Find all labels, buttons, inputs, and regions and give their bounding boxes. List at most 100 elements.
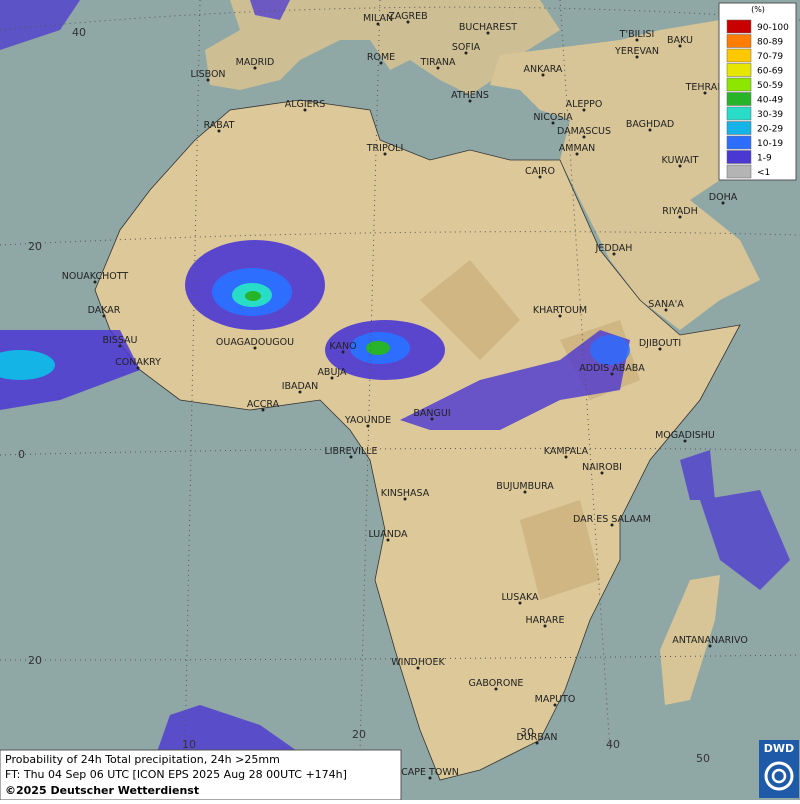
city-label: DJIBOUTI <box>639 338 681 349</box>
city-dot <box>330 376 334 380</box>
legend-label: 30-39 <box>757 110 783 120</box>
city-dot <box>648 128 652 132</box>
city-dot <box>610 372 614 376</box>
city-label: KUWAIT <box>662 155 699 166</box>
city-dot <box>523 490 527 494</box>
city-dot <box>703 91 707 95</box>
city-label: CAPE TOWN <box>401 767 459 778</box>
city-dot <box>376 22 380 26</box>
city-label: NOUAKCHOTT <box>62 271 129 282</box>
city-dot <box>600 471 604 475</box>
city-dot <box>379 61 383 65</box>
city-dot <box>551 121 555 125</box>
graticule-line <box>0 6 800 31</box>
city-dot <box>538 175 542 179</box>
city-dot <box>253 66 257 70</box>
legend-title: (%) <box>751 5 765 14</box>
graticule <box>0 0 800 751</box>
lat-label: 40 <box>72 26 86 39</box>
city-dot <box>635 38 639 42</box>
graticule-line <box>184 0 201 751</box>
city-label: BAGHDAD <box>626 119 674 130</box>
legend-label: 60-69 <box>757 67 783 77</box>
graticule-line <box>359 0 381 751</box>
lon-label: 50 <box>696 752 710 765</box>
city-label: ADDIS ABABA <box>579 363 645 374</box>
legend-swatch <box>726 63 752 77</box>
city-dot <box>543 624 547 628</box>
city-dot <box>553 703 557 707</box>
legend-label: 80-89 <box>757 38 783 48</box>
city-label: OUAGADOUGOU <box>216 337 294 348</box>
city-dot <box>494 687 498 691</box>
city-label: T'BILISI <box>619 29 655 40</box>
city-label: ABUJA <box>317 367 347 378</box>
land-europe <box>200 0 560 95</box>
city-label: YEREVAN <box>614 46 659 57</box>
lon-label: 40 <box>606 738 620 751</box>
legend-label: 20-29 <box>757 125 783 135</box>
city-label: MOGADISHU <box>655 430 715 441</box>
city-dot <box>102 314 106 318</box>
legend-swatch <box>726 48 752 63</box>
footer-line: ©2025 Deutscher Wetterdienst <box>5 784 199 797</box>
precip-area <box>0 350 55 380</box>
city-label: YAOUNDE <box>344 415 391 426</box>
city-dot <box>664 308 668 312</box>
legend-swatch <box>726 150 752 164</box>
city-label: DAR ES SALAAM <box>573 514 651 525</box>
city-label: JEDDAH <box>595 243 633 254</box>
city-dot <box>298 390 302 394</box>
legend-label: 70-79 <box>757 52 783 62</box>
precip-area <box>0 330 140 410</box>
city-label: TIRANA <box>420 57 456 68</box>
lon-label: 10 <box>182 738 196 751</box>
legend-swatch <box>726 34 752 48</box>
legend-swatch <box>726 19 752 34</box>
footer-box <box>0 749 402 801</box>
legend-swatch <box>726 106 752 121</box>
city-dot <box>430 417 434 421</box>
precip-area <box>590 335 630 365</box>
logo-icon <box>771 768 787 784</box>
city-dot <box>678 164 682 168</box>
city-label: ALEPPO <box>566 99 603 110</box>
city-label: LIBREVILLE <box>324 446 377 457</box>
city-dot <box>541 73 545 77</box>
city-dot <box>535 741 539 745</box>
city-label: ZAGREB <box>388 11 427 22</box>
legend-label: 1-9 <box>757 154 772 164</box>
city-label: IBADAN <box>282 381 319 392</box>
city-label: BAKU <box>667 35 693 46</box>
city-dot <box>118 344 122 348</box>
city-dot <box>341 350 345 354</box>
city-label: TEHRAN <box>685 82 725 93</box>
city-label: ALGIERS <box>285 99 326 110</box>
precip-area <box>245 291 261 301</box>
precip-area <box>366 341 390 355</box>
city-dot <box>708 644 712 648</box>
city-dot <box>303 108 307 112</box>
legend-swatch <box>726 121 752 135</box>
legend-swatch <box>726 135 752 150</box>
city-label: ROME <box>367 52 395 63</box>
legend-label: 50-59 <box>757 81 783 91</box>
lon-label: 30 <box>520 726 534 739</box>
city-dot <box>406 20 410 24</box>
city-dot <box>436 66 440 70</box>
city-dot <box>612 252 616 256</box>
city-label: BANGUI <box>413 408 450 419</box>
city-dot <box>678 44 682 48</box>
city-label: ANTANANARIVO <box>672 635 748 646</box>
legend-swatch <box>726 77 752 92</box>
land-madagascar <box>660 575 720 705</box>
city-label: ACCRA <box>247 399 280 410</box>
city-label: BUJUMBURA <box>496 481 554 492</box>
graticule-line <box>0 231 800 246</box>
city-dot <box>206 78 210 82</box>
footer-line: FT: Thu 04 Sep 06 UTC [ICON EPS 2025 Aug… <box>5 768 347 781</box>
logo-icon <box>764 761 794 791</box>
city-label: LUANDA <box>368 529 408 540</box>
legend-swatch <box>726 164 752 179</box>
